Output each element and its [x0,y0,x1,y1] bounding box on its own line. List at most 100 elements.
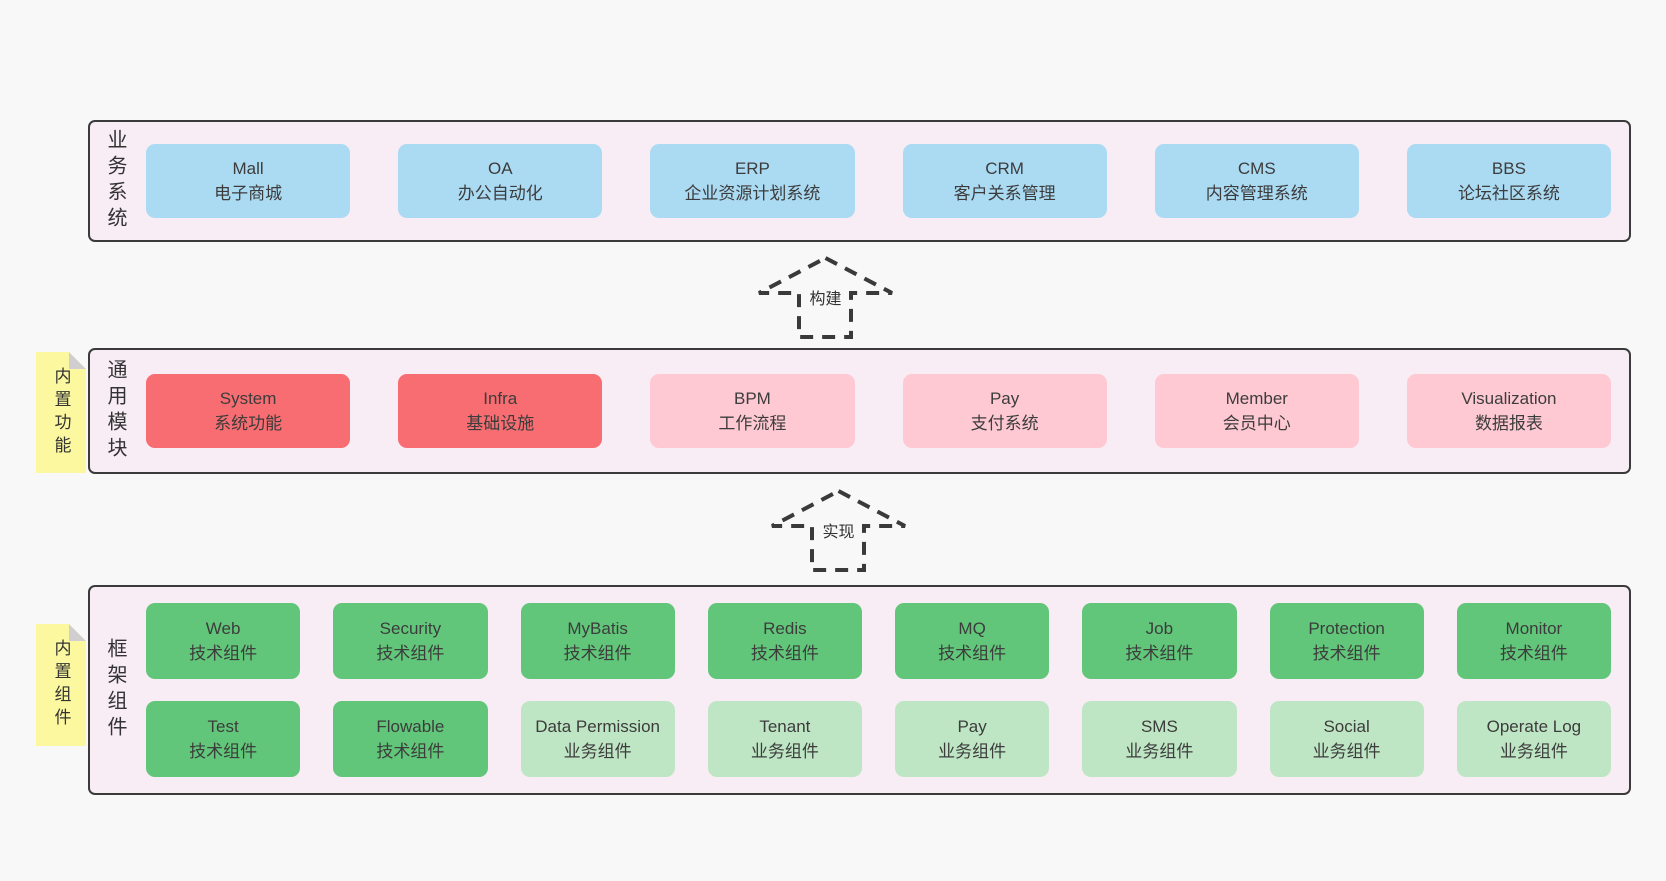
arrow-implement-label: 实现 [818,517,859,543]
panel-business-systems: 业务系统 Mall 电子商城 OA 办公自动化 ERP 企业资源计划系统 CRM… [88,120,1631,242]
panel-common-modules-label: 通用模块 [104,359,126,463]
box-social-title: Social [1323,716,1370,736]
box-visualization: Visualization 数据报表 [1406,374,1612,448]
box-tenant-title: Tenant [759,716,811,736]
box-test-subtitle: 技术组件 [189,742,258,761]
arrow-up-dashed-icon [771,488,906,572]
box-monitor-subtitle: 技术组件 [1499,644,1568,663]
box-oa-title: OA [487,158,513,178]
box-infra: Infra 基础设施 [398,374,603,448]
arrow-build-label: 构建 [805,284,846,310]
box-pay-subtitle: 支付系统 [970,414,1039,433]
box-mybatis-subtitle: 技术组件 [563,644,632,663]
box-mq: MQ 技术组件 [895,603,1050,679]
common-modules-row: System 系统功能 Infra 基础设施 BPM 工作流程 Pay 支付系统… [146,374,1612,448]
box-pay-title: Pay [989,388,1020,408]
box-erp-subtitle: 企业资源计划系统 [684,184,821,203]
panel-framework-components-label: 框架组件 [104,638,126,742]
box-member-subtitle: 会员中心 [1222,414,1291,433]
arrow-implement: 实现 [770,488,907,575]
box-system: System 系统功能 [146,374,351,448]
box-tenant-subtitle: 业务组件 [750,742,819,761]
box-bbs-subtitle: 论坛社区系统 [1457,184,1560,203]
box-mybatis: MyBatis 技术组件 [520,603,675,679]
panel-framework-components: 框架组件 Web 技术组件 Security 技术组件 MyBatis 技术组件… [88,585,1631,795]
note-built-in-components: 内置组件 [36,624,86,746]
box-cms-title: CMS [1237,158,1276,178]
box-oa: OA 办公自动化 [398,144,603,218]
box-tenant: Tenant 业务组件 [707,701,862,777]
box-social: Social 业务组件 [1269,701,1424,777]
box-redis-subtitle: 技术组件 [750,644,819,663]
box-data-permission: Data Permission 业务组件 [520,701,675,777]
box-security: Security 技术组件 [333,603,488,679]
note-built-in-components-text: 内置组件 [51,639,71,731]
box-mq-title: MQ [958,618,986,638]
box-system-subtitle: 系统功能 [214,414,283,433]
box-erp-title: ERP [734,158,770,178]
box-bpm: BPM 工作流程 [650,374,855,448]
box-social-subtitle: 业务组件 [1312,742,1381,761]
box-job: Job 技术组件 [1082,603,1237,679]
box-operate-log-subtitle: 业务组件 [1499,742,1568,761]
box-bpm-subtitle: 工作流程 [718,414,787,433]
box-mq-subtitle: 技术组件 [938,644,1007,663]
box-infra-subtitle: 基础设施 [466,414,535,433]
box-mall-subtitle: 电子商城 [214,184,283,203]
box-member: Member 会员中心 [1154,374,1359,448]
panel-business-systems-label: 业务系统 [104,129,126,233]
note-built-in-features-text: 内置功能 [51,366,71,459]
box-security-subtitle: 技术组件 [376,644,445,663]
box-crm: CRM 客户关系管理 [902,144,1107,218]
box-web-subtitle: 技术组件 [189,644,258,663]
box-system-title: System [219,388,277,408]
box-redis: Redis 技术组件 [707,603,862,679]
box-operate-log-title: Operate Log [1486,716,1582,736]
box-crm-subtitle: 客户关系管理 [953,184,1056,203]
box-infra-title: Infra [483,388,518,408]
box-mybatis-title: MyBatis [567,618,628,638]
box-sms: SMS 业务组件 [1082,701,1237,777]
arrow-build: 构建 [757,255,894,342]
box-bpm-title: BPM [734,388,771,408]
box-sms-subtitle: 业务组件 [1125,742,1194,761]
box-crm-title: CRM [985,158,1024,178]
box-mall-title: Mall [232,158,264,178]
box-data-permission-title: Data Permission [535,716,660,736]
business-systems-row: Mall 电子商城 OA 办公自动化 ERP 企业资源计划系统 CRM 客户关系… [146,144,1612,218]
box-protection-title: Protection [1308,618,1385,638]
box-bbs: BBS 论坛社区系统 [1406,144,1612,218]
box-cms: CMS 内容管理系统 [1154,144,1359,218]
box-web: Web 技术组件 [146,603,301,679]
arrow-up-dashed-icon [758,255,893,339]
box-job-title: Job [1145,618,1174,638]
box-cms-subtitle: 内容管理系统 [1205,184,1308,203]
box-web-title: Web [205,618,241,638]
box-data-permission-subtitle: 业务组件 [563,742,632,761]
box-bbs-title: BBS [1491,158,1526,178]
box-visualization-subtitle: 数据报表 [1474,414,1543,433]
framework-components-grid: Web 技术组件 Security 技术组件 MyBatis 技术组件 Redi… [146,603,1611,777]
box-sms-title: SMS [1140,716,1178,736]
box-mall: Mall 电子商城 [146,144,351,218]
box-erp: ERP 企业资源计划系统 [650,144,855,218]
box-pay: Pay 支付系统 [902,374,1107,448]
box-redis-title: Redis [763,618,807,638]
box-flowable: Flowable 技术组件 [333,701,488,777]
box-pay-business: Pay 业务组件 [895,701,1050,777]
box-protection-subtitle: 技术组件 [1312,644,1381,663]
box-protection: Protection 技术组件 [1269,603,1424,679]
box-monitor-title: Monitor [1505,618,1563,638]
box-oa-subtitle: 办公自动化 [457,184,543,203]
box-monitor: Monitor 技术组件 [1456,603,1611,679]
box-test: Test 技术组件 [146,701,301,777]
box-flowable-title: Flowable [376,716,445,736]
box-operate-log: Operate Log 业务组件 [1456,701,1611,777]
panel-common-modules: 通用模块 System 系统功能 Infra 基础设施 BPM 工作流程 Pay… [88,348,1631,474]
box-flowable-subtitle: 技术组件 [376,742,445,761]
note-built-in-features: 内置功能 [36,352,86,473]
box-test-title: Test [207,716,239,736]
box-pay-business-subtitle: 业务组件 [938,742,1007,761]
box-visualization-title: Visualization [1461,388,1557,408]
